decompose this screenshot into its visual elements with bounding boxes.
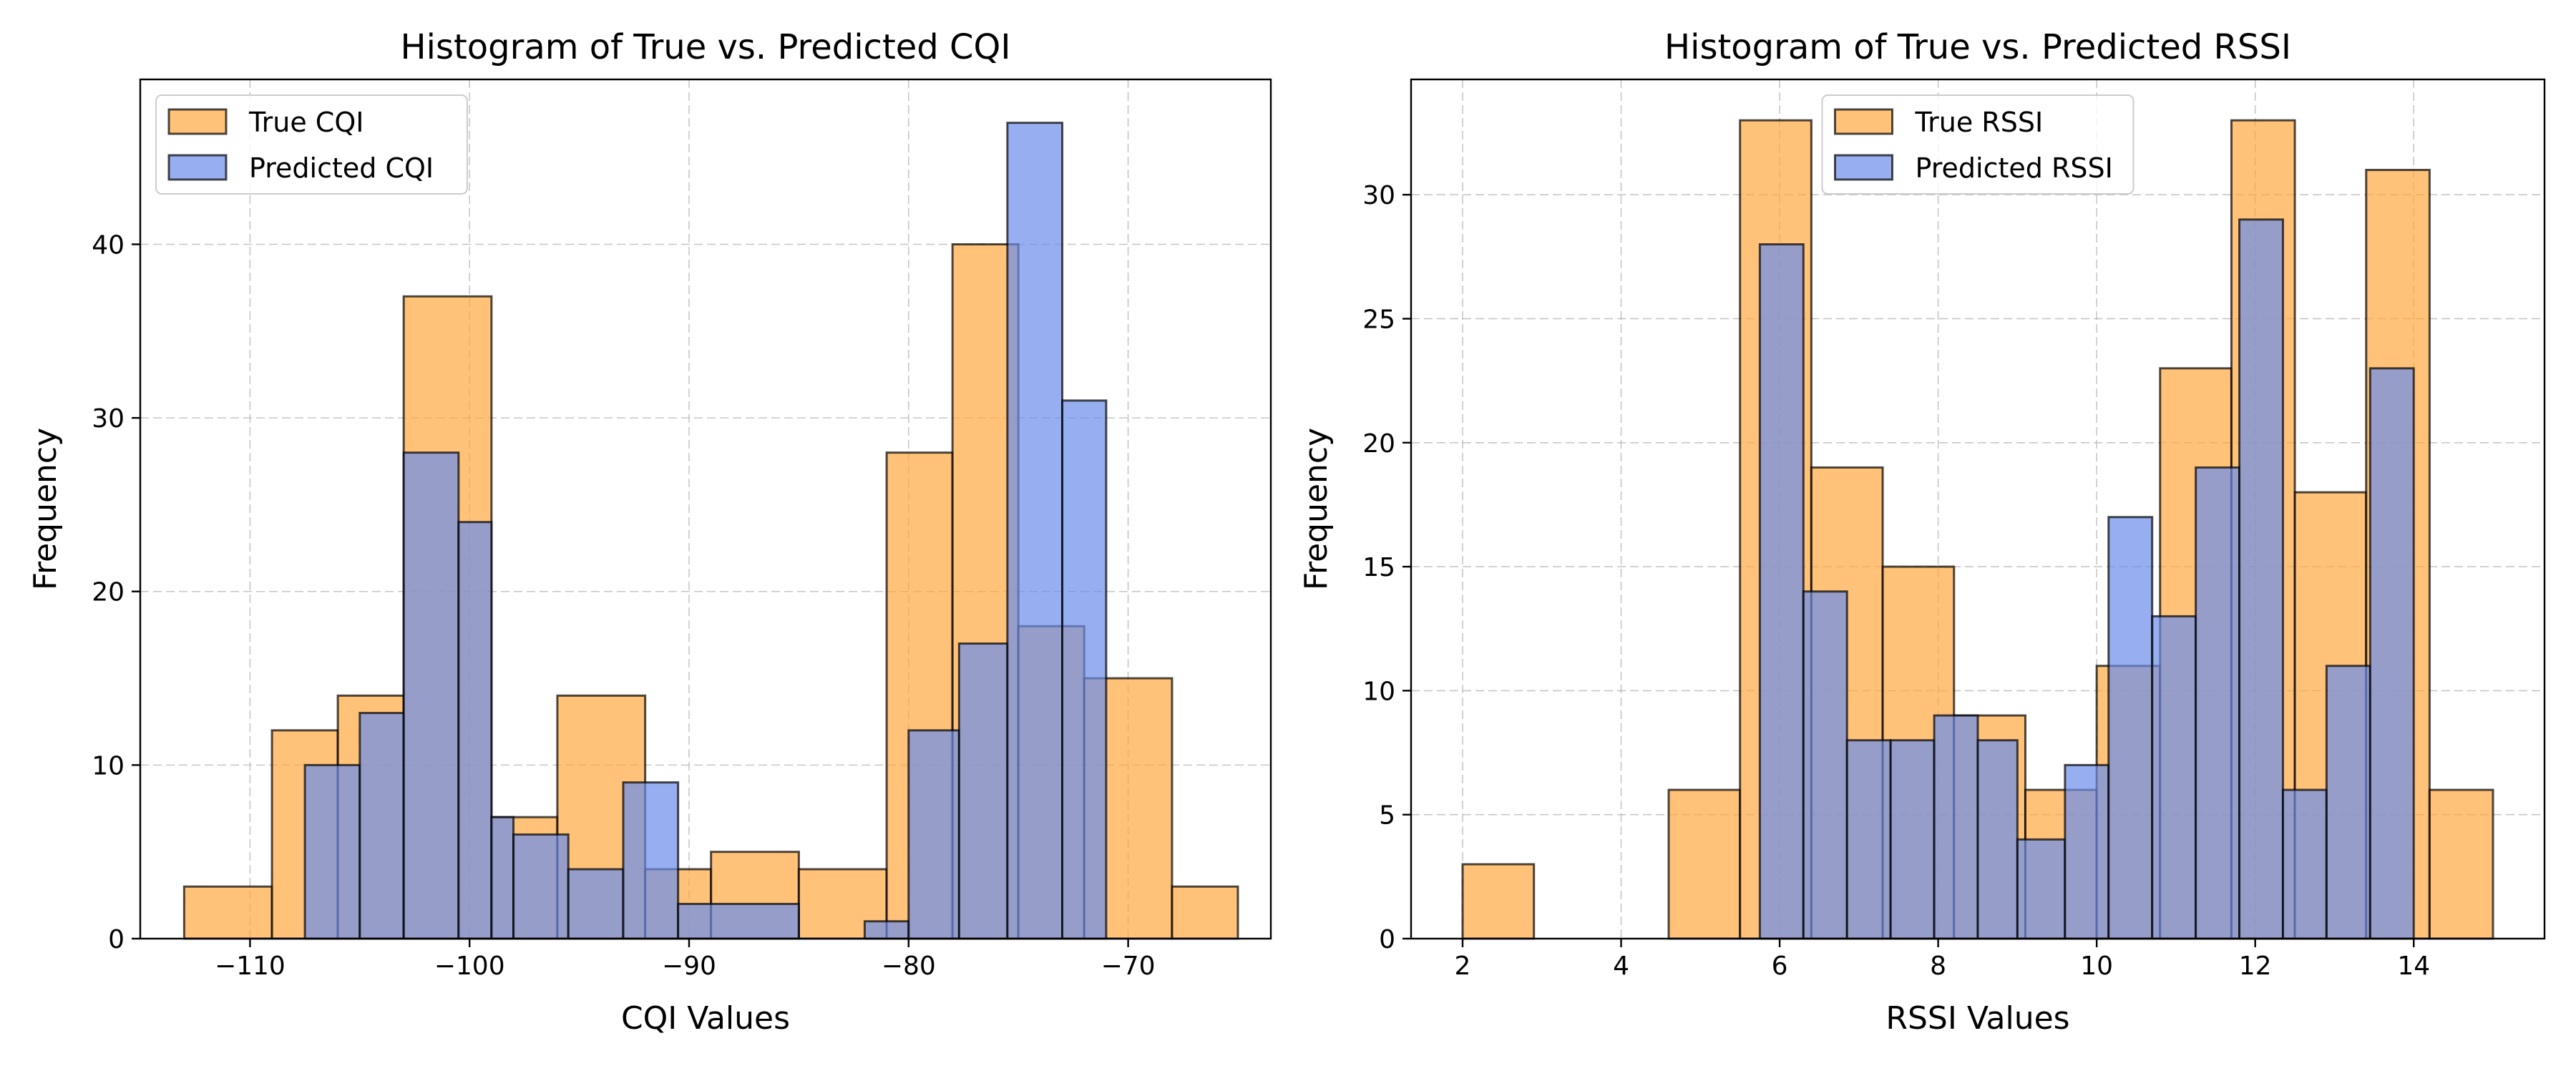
- x-tick-label: −90: [662, 952, 716, 981]
- x-tick-label: 6: [1772, 952, 1788, 981]
- y-tick-label: 40: [92, 230, 125, 260]
- x-tick-label: 8: [1930, 952, 1946, 981]
- histogram-bar: [2151, 615, 2197, 940]
- y-axis-ticks: 0 10 20 30 40: [92, 230, 140, 954]
- x-axis-ticks: 2 4 6 8 10 12 14: [1455, 939, 2430, 981]
- histogram-bar: [1976, 739, 2019, 940]
- histogram-bar: [1933, 714, 1979, 940]
- histogram-bar: [622, 781, 680, 940]
- x-tick-label: 2: [1455, 952, 1471, 981]
- axes-frame: [139, 78, 1272, 940]
- histogram-bar: [957, 642, 1009, 940]
- histogram-bar: [2238, 218, 2284, 940]
- y-tick-label: 10: [1362, 677, 1395, 706]
- histogram-bar: [2325, 665, 2371, 940]
- histogram-bar: [2064, 763, 2110, 940]
- histogram-bar: [457, 521, 493, 940]
- histogram-bar: [1006, 122, 1064, 940]
- legend-swatch: [167, 154, 228, 181]
- histogram-bar: [2016, 838, 2067, 940]
- y-axis-label: Frequency: [27, 428, 64, 590]
- histogram-bar: [2107, 516, 2154, 940]
- histogram-bar: [2281, 788, 2328, 940]
- chart-title: Histogram of True vs. Predicted CQI: [401, 27, 1011, 67]
- histogram-bar: [358, 712, 405, 940]
- histogram-bar: [490, 816, 515, 940]
- x-tick-label: −70: [1101, 952, 1156, 981]
- y-tick-label: 0: [1379, 925, 1395, 954]
- histogram-bar: [863, 920, 910, 940]
- histogram-bar: [1758, 243, 1805, 940]
- histogram-bar: [182, 885, 273, 940]
- legend-swatch: [1834, 108, 1893, 135]
- legend-label: True RSSI: [1915, 107, 2044, 138]
- x-axis-label: RSSI Values: [1885, 1000, 2069, 1037]
- y-tick-label: 0: [108, 925, 125, 954]
- histogram-bar: [677, 902, 800, 940]
- y-tick-label: 10: [92, 751, 125, 781]
- x-tick-label: 10: [2080, 952, 2113, 981]
- histogram-bar: [2195, 466, 2241, 940]
- x-tick-label: −80: [882, 952, 936, 981]
- legend-box: [1821, 94, 2135, 195]
- x-axis-ticks: −110 −100 −90 −80 −70: [215, 939, 1156, 981]
- histogram-bar: [2368, 367, 2415, 940]
- histogram-bar: [402, 451, 460, 940]
- histogram-bar: [1667, 788, 1742, 940]
- legend-swatch: [1834, 154, 1893, 181]
- y-tick-label: 30: [1362, 181, 1395, 210]
- y-axis-label: Frequency: [1298, 428, 1335, 590]
- histogram-bar: [1845, 739, 1892, 940]
- y-tick-label: 25: [1362, 305, 1395, 334]
- chart-panel-1: −110 −100 −90 −80 −70 0 10 20 30 40 Histogram of T…: [27, 27, 1272, 1037]
- histogram-bar: [1461, 863, 1536, 940]
- x-tick-label: 12: [2239, 952, 2272, 981]
- legend-label: Predicted RSSI: [1916, 152, 2113, 184]
- axes-frame: [1410, 78, 2546, 940]
- histogram-bar: [303, 763, 361, 940]
- x-tick-label: 14: [2397, 952, 2430, 981]
- histogram-bar: [2428, 788, 2494, 940]
- x-tick-label: −100: [434, 952, 505, 981]
- legend-label: True CQI: [248, 107, 364, 138]
- histogram-bar: [1061, 399, 1108, 940]
- histogram-bar: [512, 833, 570, 940]
- histogram-bar: [1802, 590, 1848, 940]
- legend: True RSSI Predicted RSSI: [1821, 94, 2135, 195]
- y-tick-label: 20: [1362, 429, 1395, 459]
- x-tick-label: 4: [1613, 952, 1629, 981]
- x-tick-label: −110: [215, 952, 286, 981]
- y-tick-label: 15: [1362, 553, 1395, 582]
- histogram-bar: [1889, 739, 1936, 940]
- y-axis-ticks: 0 5 10 15 20 25 30: [1362, 181, 1411, 954]
- y-tick-label: 5: [1379, 801, 1395, 831]
- legend-box: [155, 94, 468, 195]
- histogram-bar: [1171, 885, 1239, 940]
- chart-panel-2: 2 4 6 8 10 12 14 0 5 10 15 20 25 30 Histogram of True …: [1298, 27, 2546, 1037]
- y-tick-label: 20: [92, 578, 125, 607]
- chart-title: Histogram of True vs. Predicted RSSI: [1664, 27, 2291, 67]
- legend: True CQI Predicted CQI: [155, 94, 468, 195]
- legend-swatch: [167, 108, 228, 135]
- legend-label: Predicted CQI: [249, 152, 434, 184]
- y-tick-label: 30: [92, 404, 125, 434]
- series-predicted: [303, 122, 1108, 940]
- x-axis-label: CQI Values: [621, 1000, 790, 1037]
- histogram-bar: [567, 868, 625, 940]
- histogram-bar: [907, 729, 960, 940]
